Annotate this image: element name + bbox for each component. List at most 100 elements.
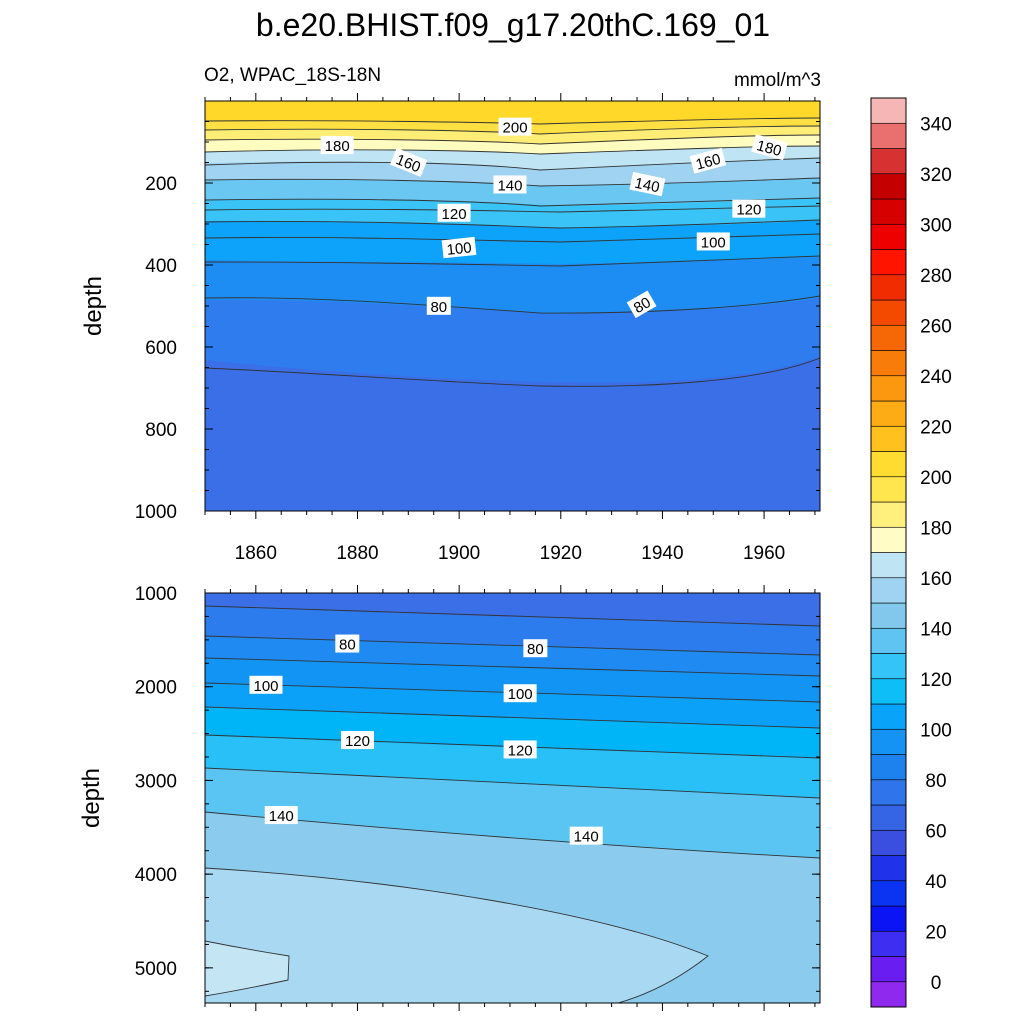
contour-line: [205, 295, 820, 314]
chart-title: b.e20.BHIST.f09_g17.20thC.169_01: [256, 7, 770, 43]
svg-text:120: 120: [345, 733, 370, 750]
contour-label: 120: [732, 199, 766, 219]
contour-line: [205, 657, 820, 677]
units-label: mmol/m^3: [734, 70, 821, 91]
colorbar-swatch: [870, 501, 907, 528]
variable-label: O2, WPAC_18S-18N: [204, 65, 381, 86]
colorbar-swatch: [870, 552, 907, 579]
contour-line: [205, 219, 820, 229]
colorbar-tick-label: 100: [920, 720, 952, 741]
x-tick-label: 1940: [641, 543, 683, 564]
svg-text:180: 180: [755, 137, 784, 160]
colorbar-swatch: [870, 476, 907, 503]
y-tick-label: 4000: [135, 865, 177, 886]
contour-line: [205, 125, 820, 135]
colorbar-tick-label: 60: [925, 821, 946, 842]
svg-text:120: 120: [508, 742, 533, 759]
colorbar-frame: [870, 97, 907, 1008]
lower-y-ticks: 1000 2000 3000 4000 5000: [135, 584, 820, 992]
lower-y-axis-label: depth: [78, 768, 105, 828]
colorbar-swatch: [870, 274, 907, 301]
svg-text:140: 140: [497, 177, 522, 194]
contour-label: 120: [437, 203, 471, 223]
contour-label: 200: [498, 117, 532, 137]
colorbar-swatch: [870, 148, 907, 175]
contour-label: 140: [569, 826, 603, 846]
contour-label: 160: [689, 147, 727, 174]
contour-label: 100: [441, 236, 477, 259]
colorbar-swatch: [870, 249, 907, 276]
svg-text:140: 140: [574, 829, 599, 846]
colorbar-swatch: [870, 400, 907, 427]
colorbar-swatch: [870, 198, 907, 225]
contour-label: 80: [523, 639, 548, 658]
svg-text:80: 80: [430, 299, 447, 316]
svg-text:180: 180: [325, 138, 350, 155]
colorbar-swatch: [870, 728, 907, 755]
x-tick-label: 1960: [743, 543, 785, 564]
lower-panel: 80 80 100 100 120 120 140 140 1000 2000 3000 4000 5…: [78, 584, 821, 1011]
svg-text:140: 140: [269, 808, 294, 825]
contour-label: 140: [264, 806, 298, 825]
colorbar-swatch: [870, 451, 907, 478]
contour-line: [205, 177, 820, 187]
colorbar-swatch: [870, 804, 907, 831]
colorbar-swatch: [870, 425, 907, 452]
x-tick-label: 1920: [540, 543, 582, 564]
colorbar-swatch: [870, 173, 907, 200]
colorbar-swatch: [870, 981, 907, 1008]
colorbar-swatch: [870, 375, 907, 402]
fill-band-210: [205, 101, 820, 124]
svg-text:120: 120: [442, 206, 467, 223]
lower-frame: [204, 592, 821, 1004]
fill-band-150: [205, 868, 708, 1003]
svg-text:100: 100: [508, 686, 533, 703]
svg-text:140: 140: [633, 175, 661, 197]
colorbar-swatch: [870, 577, 907, 604]
colorbar-swatch: [870, 703, 907, 730]
contour-line: [205, 233, 820, 243]
colorbar-tick-label: 200: [920, 468, 952, 489]
colorbar-swatch: [870, 905, 907, 932]
y-tick-label: 2000: [135, 678, 177, 699]
contour-line: [205, 255, 820, 267]
y-tick-label: 1000: [135, 584, 177, 605]
colorbar-swatch: [870, 880, 907, 907]
colorbar-tick-label: 140: [920, 619, 952, 640]
x-tick-label: 1880: [336, 543, 378, 564]
colorbar-swatch: [870, 223, 907, 250]
svg-text:100: 100: [446, 239, 473, 259]
contour-label: 80: [626, 290, 657, 319]
colorbar-swatch: [870, 855, 907, 882]
colorbar-swatch: [870, 324, 907, 351]
colorbar-swatch: [870, 930, 907, 957]
colorbar-tick-label: 300: [920, 215, 952, 236]
contour-line: [205, 867, 709, 1003]
svg-text:80: 80: [527, 641, 544, 658]
colorbar-tick-label: 260: [920, 316, 952, 337]
lower-fills: [205, 593, 820, 1003]
svg-text:200: 200: [503, 120, 528, 137]
colorbar-swatch: [870, 956, 907, 983]
colorbar-tick-label: 20: [925, 922, 946, 943]
svg-text:80: 80: [339, 637, 356, 654]
colorbar-swatch: [870, 350, 907, 377]
colorbar-tick-label: 0: [931, 973, 942, 994]
colorbar-swatch: [870, 122, 907, 149]
colorbar-swatch: [870, 678, 907, 705]
colorbar-tick-label: 40: [925, 872, 946, 893]
contour-line: [205, 357, 820, 387]
y-tick-label: 600: [145, 338, 177, 359]
lower-contour-labels: 80 80 100 100 120 120 140 140: [249, 634, 603, 846]
contour-line: [205, 117, 820, 125]
colorbar-swatch: [870, 627, 907, 654]
colorbar-tick-label: 160: [920, 569, 952, 590]
colorbar-tick-label: 80: [925, 771, 946, 792]
contour-label: 80: [335, 634, 360, 654]
contour-line: [205, 682, 820, 703]
svg-text:120: 120: [736, 202, 761, 219]
x-tick-label: 1900: [438, 543, 480, 564]
